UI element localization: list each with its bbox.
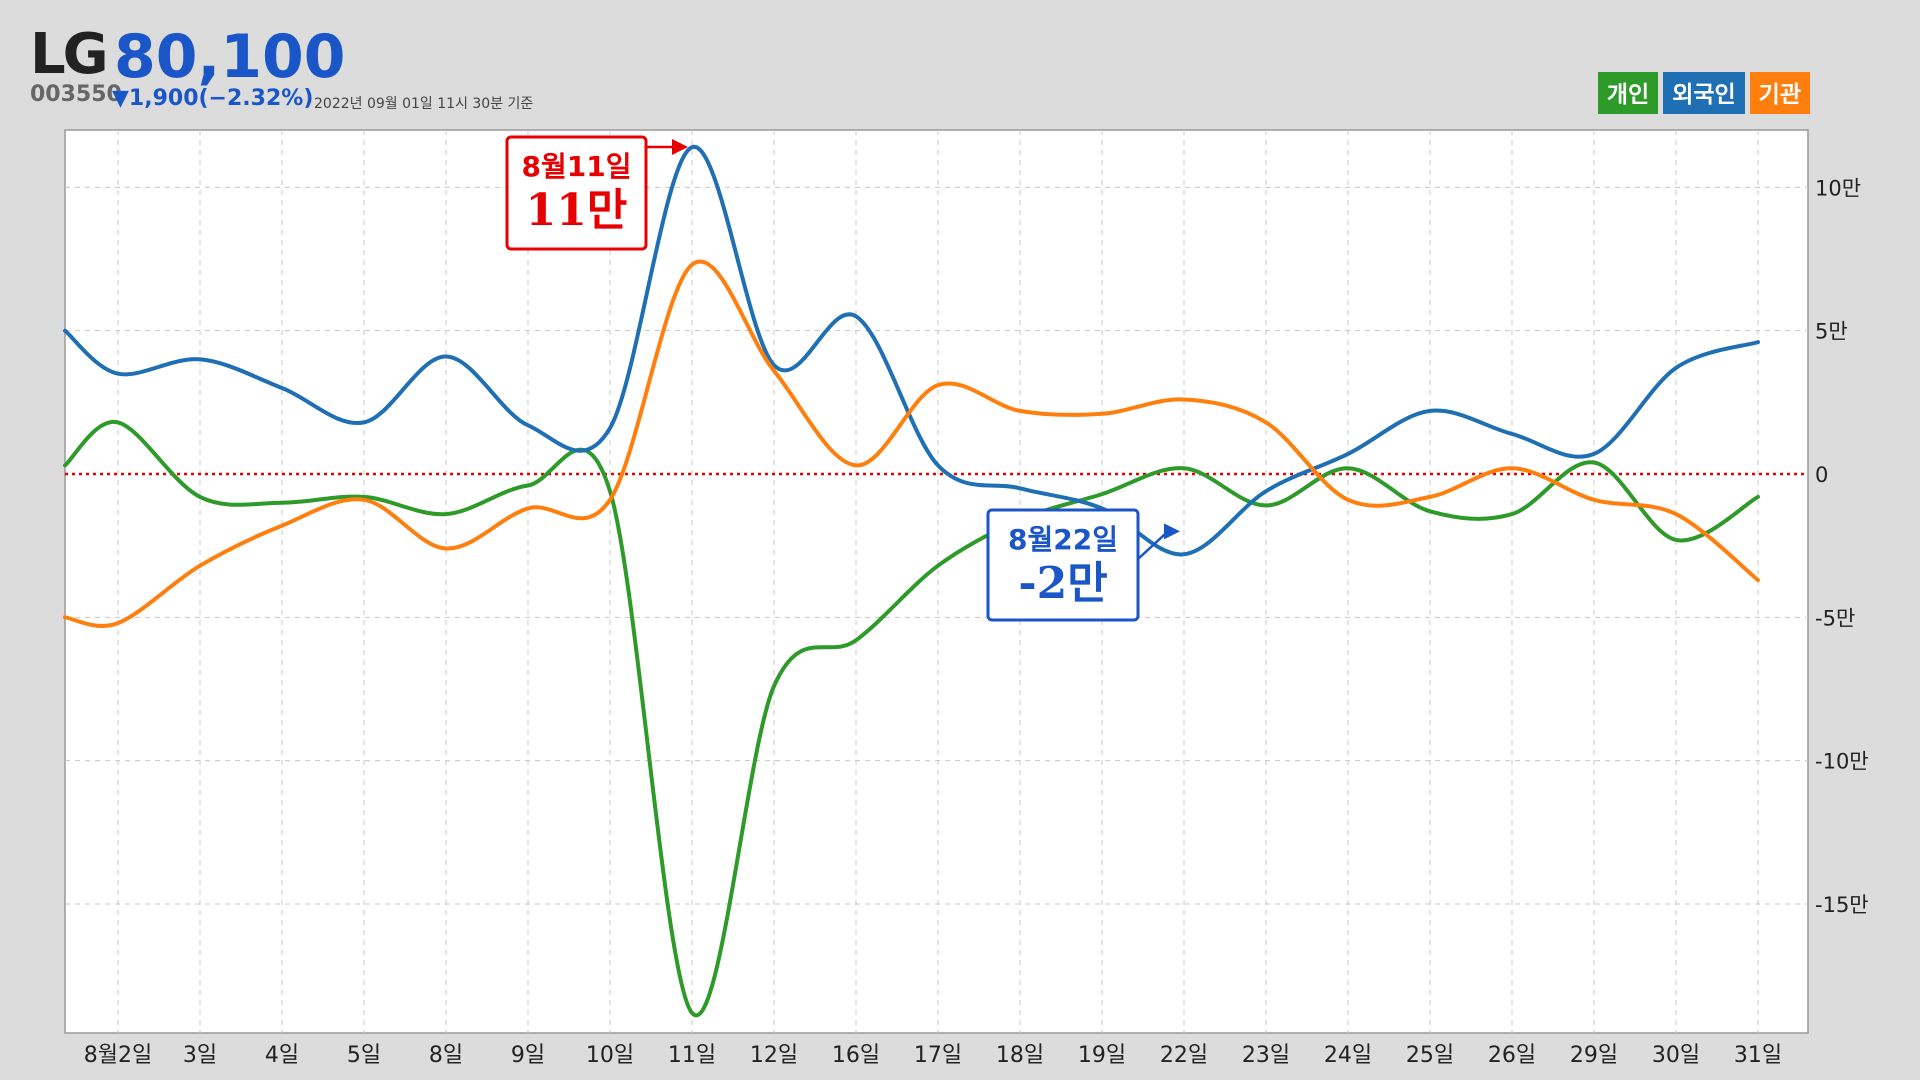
- x-tick-label: 19일: [1078, 1043, 1126, 1068]
- x-tick-label: 9일: [511, 1043, 545, 1068]
- x-tick-label: 16일: [832, 1043, 880, 1068]
- x-tick-label: 23일: [1242, 1043, 1290, 1068]
- y-tick-label: -15만: [1815, 893, 1869, 917]
- series-foreign-line: [63, 145, 1760, 557]
- y-tick-label: -5만: [1815, 606, 1855, 630]
- x-tick-label: 8월2일: [84, 1043, 152, 1068]
- x-tick-label: 11일: [668, 1043, 716, 1068]
- annotation-low-arrow: [1137, 530, 1169, 560]
- legend-foreign: 외국인: [1663, 72, 1745, 114]
- y-tick-label: 0: [1815, 463, 1828, 487]
- stock-code: 003550: [30, 82, 122, 107]
- annotation-low-value: -2만: [1018, 558, 1107, 609]
- annotation-low-box: [986, 508, 1140, 622]
- x-tick-label: 25일: [1406, 1043, 1454, 1068]
- annotation-low-date: 8월22일: [1008, 523, 1118, 556]
- stock-name: LG: [30, 22, 109, 87]
- legend-institution: 기관: [1749, 72, 1810, 114]
- x-tick-label: 18일: [996, 1043, 1044, 1068]
- legend-individual: 개인: [1597, 72, 1659, 114]
- annotation-peak-value: 11만: [526, 185, 628, 236]
- timestamp: 2022년 09월 01일 11시 30분 기준: [314, 96, 534, 112]
- series-institution-line: [63, 259, 1760, 628]
- x-tick-label: 12일: [750, 1043, 798, 1068]
- plot-area: [64, 129, 1809, 1034]
- chart-legend: 개인 외국인 기관: [1597, 72, 1810, 114]
- x-tick-label: 24일: [1324, 1043, 1372, 1068]
- x-tick-label: 26일: [1488, 1043, 1536, 1068]
- x-tick-label: 8일: [429, 1043, 463, 1068]
- y-tick-label: 10만: [1815, 176, 1861, 200]
- x-tick-label: 22일: [1160, 1043, 1208, 1068]
- price-change: ▼1,900(−2.32%): [112, 86, 314, 111]
- x-tick-label: 29일: [1570, 1043, 1618, 1068]
- annotation-low-arrowhead: [1164, 523, 1180, 540]
- annotation-peak-date: 8월11일: [522, 150, 632, 183]
- x-tick-label: 10일: [586, 1043, 634, 1068]
- series-individual-line: [63, 420, 1760, 1018]
- annotation-peak-box: [505, 135, 648, 251]
- y-tick-label: -10만: [1815, 750, 1869, 774]
- x-tick-label: 3일: [183, 1043, 217, 1068]
- x-tick-label: 5일: [347, 1043, 381, 1068]
- stock-price: 80,100: [114, 22, 346, 92]
- x-tick-label: 17일: [914, 1043, 962, 1068]
- x-tick-label: 4일: [265, 1043, 299, 1068]
- annotation-peak-arrowhead: [672, 139, 688, 155]
- x-tick-label: 30일: [1652, 1043, 1700, 1068]
- y-tick-label: 5만: [1815, 320, 1848, 344]
- x-tick-label: 31일: [1734, 1043, 1782, 1068]
